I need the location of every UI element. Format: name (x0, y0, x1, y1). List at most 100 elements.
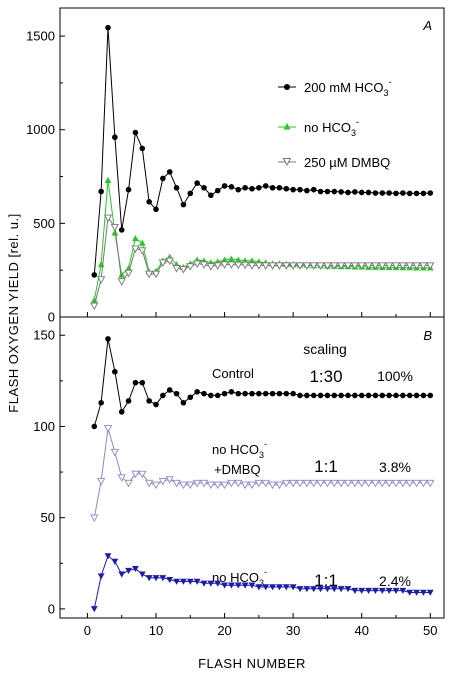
data-point (139, 379, 146, 386)
data-point (398, 479, 408, 488)
data-point (420, 190, 427, 197)
data-point (138, 470, 147, 479)
ratio-no-bicarbonate: 1:1 (314, 571, 338, 590)
y-tick-label: 0 (48, 310, 55, 325)
data-point (247, 262, 257, 270)
data-point (282, 262, 291, 270)
data-point (96, 478, 106, 486)
data-point (345, 189, 351, 196)
data-point (391, 479, 401, 488)
data-point (378, 262, 387, 270)
data-point (393, 190, 399, 197)
x-tick-label: 50 (423, 623, 437, 638)
data-point (90, 302, 99, 311)
data-point (378, 479, 387, 488)
data-point (98, 188, 104, 195)
panel-b: 0 50 100 150 0 10 20 30 40 50 (33, 328, 437, 638)
data-point (276, 584, 283, 591)
data-point (151, 481, 161, 490)
data-point (379, 392, 386, 399)
data-point (372, 190, 379, 196)
legend-entry-no-bicarbonate: no HCO3- (278, 117, 359, 138)
data-point (118, 571, 126, 578)
data-point (392, 587, 400, 595)
data-point (406, 190, 413, 197)
series-250-m-dmbq (90, 214, 435, 311)
data-point (131, 245, 140, 253)
data-point (90, 296, 98, 303)
data-point (290, 390, 296, 397)
data-point (131, 470, 140, 479)
data-point (186, 578, 194, 585)
data-point (330, 479, 339, 488)
series-control (91, 336, 434, 430)
data-point (282, 479, 291, 488)
data-point (158, 259, 168, 268)
data-point (371, 262, 380, 270)
data-point (91, 272, 98, 278)
data-point (172, 479, 181, 488)
data-point (208, 392, 214, 399)
data-point (221, 390, 228, 397)
data-point (413, 589, 420, 596)
data-point (358, 189, 365, 196)
data-point (112, 134, 118, 141)
data-point (132, 379, 139, 386)
label-control: Control (212, 366, 254, 381)
data-point (357, 262, 366, 270)
data-point (405, 262, 414, 270)
data-point (104, 553, 112, 560)
data-point (139, 145, 146, 152)
data-point (336, 479, 346, 488)
data-point (338, 392, 344, 399)
percent-no-bicarbonate: 2.4% (379, 573, 411, 589)
data-point (295, 479, 305, 488)
data-point (378, 587, 386, 595)
data-point (283, 185, 290, 192)
data-point (180, 201, 187, 208)
data-point (235, 186, 242, 193)
data-point (289, 584, 297, 591)
data-point (379, 190, 386, 196)
data-point (323, 262, 332, 270)
data-point (111, 558, 119, 565)
data-point (221, 183, 228, 189)
data-point (269, 584, 276, 591)
data-point (228, 388, 235, 395)
data-point (352, 189, 358, 195)
data-point (240, 261, 250, 270)
data-point (180, 578, 187, 585)
data-point (199, 261, 209, 269)
panel-letter-b: B (423, 328, 432, 343)
data-point (324, 392, 331, 399)
y-tick-label: 1500 (26, 29, 55, 44)
data-point (350, 479, 360, 488)
data-point (427, 190, 434, 196)
data-point (310, 586, 318, 593)
data-point (427, 392, 434, 399)
legend-label-dmbq: 250 µM DMBQ (304, 155, 390, 170)
data-point (138, 571, 146, 578)
data-point (336, 262, 346, 270)
data-point (159, 575, 167, 582)
data-point (324, 188, 331, 195)
series-line (93, 180, 431, 301)
data-point (187, 190, 194, 197)
data-point (112, 368, 118, 375)
data-point (413, 392, 420, 399)
scaling-header: scaling (303, 341, 347, 357)
x-tick-label: 20 (217, 623, 231, 638)
data-point (393, 392, 399, 399)
data-point (290, 186, 296, 193)
data-point (234, 582, 242, 589)
data-point (413, 190, 420, 197)
data-point (227, 261, 236, 269)
data-point (214, 580, 222, 587)
data-point (201, 390, 207, 397)
data-point (365, 189, 372, 196)
data-point (398, 262, 408, 270)
y-tick-label: 100 (33, 419, 55, 434)
series-no-hco3 (90, 553, 434, 613)
data-point (365, 392, 372, 399)
